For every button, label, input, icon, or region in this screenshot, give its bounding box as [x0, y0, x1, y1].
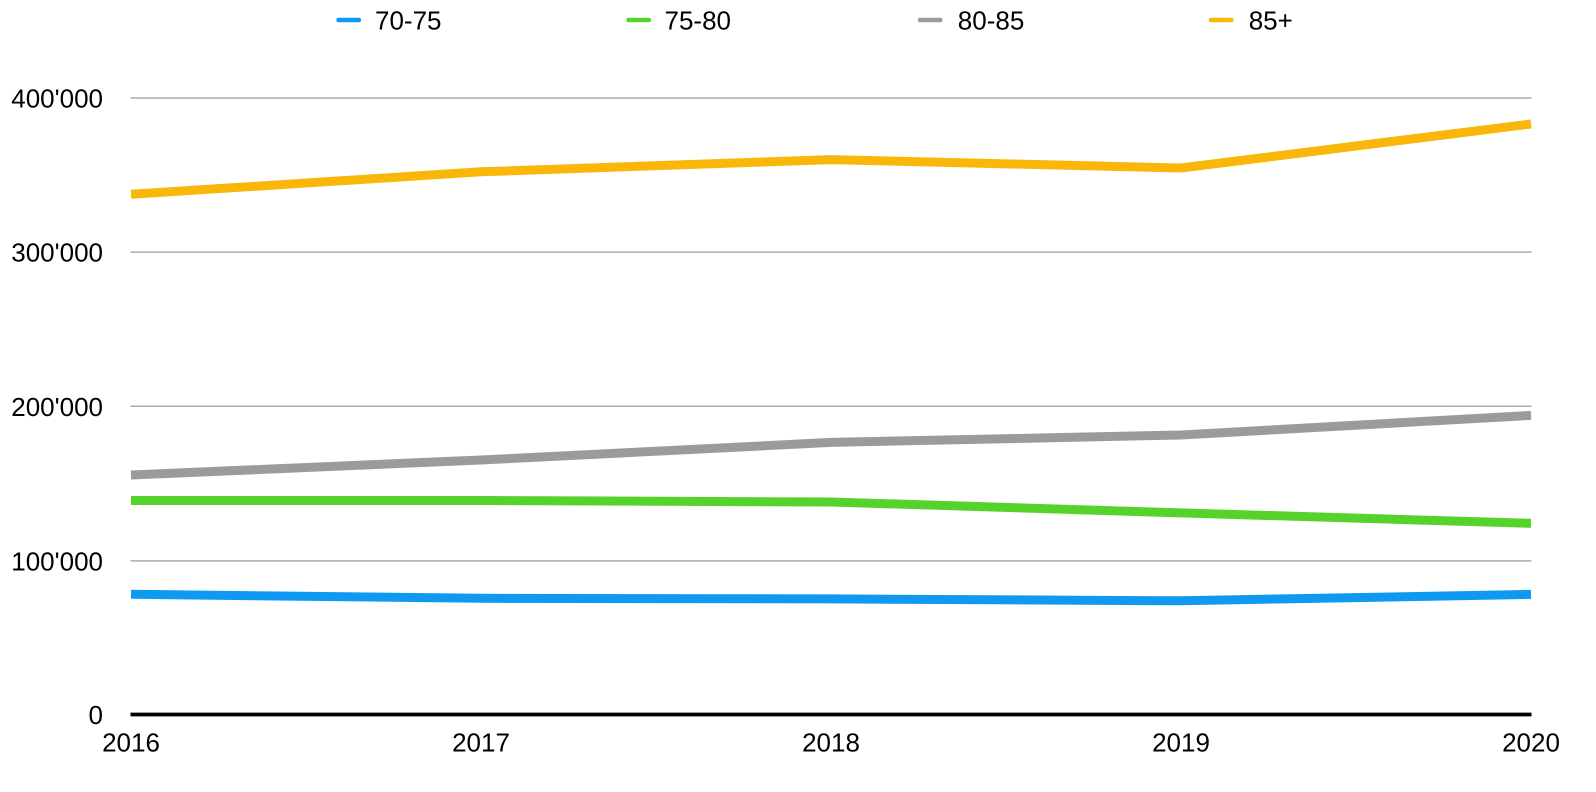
svg-text:2018: 2018	[802, 728, 860, 758]
svg-text:75-80: 75-80	[665, 6, 732, 36]
svg-text:70-75: 70-75	[375, 6, 442, 36]
svg-text:2019: 2019	[1152, 728, 1210, 758]
svg-text:0: 0	[89, 700, 103, 730]
svg-text:2016: 2016	[102, 728, 160, 758]
svg-text:400'000: 400'000	[11, 84, 103, 114]
svg-text:2017: 2017	[452, 728, 510, 758]
svg-text:2020: 2020	[1502, 728, 1560, 758]
svg-text:200'000: 200'000	[11, 392, 103, 422]
svg-text:80-85: 80-85	[958, 6, 1025, 36]
svg-text:100'000: 100'000	[11, 546, 103, 576]
svg-text:85+: 85+	[1249, 6, 1293, 36]
svg-text:300'000: 300'000	[11, 238, 103, 268]
